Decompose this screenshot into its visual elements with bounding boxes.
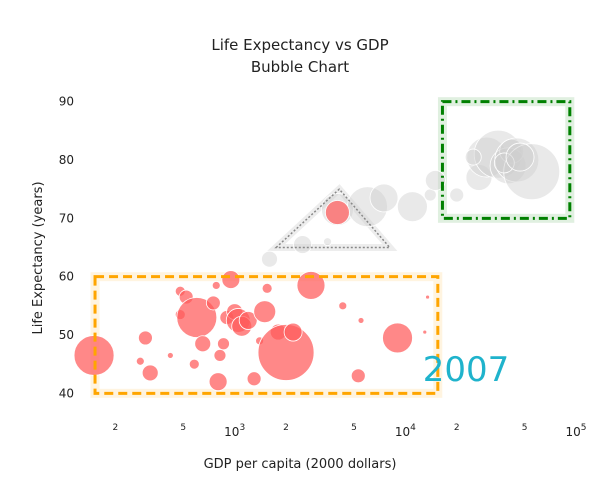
highlight-bubbles	[73, 200, 430, 392]
region-outline-0	[93, 275, 440, 395]
y-tick-label-70: 70	[59, 211, 74, 225]
highlight-bubble-12	[211, 281, 221, 290]
highlight-bubble-32	[350, 368, 366, 384]
highlight-bubble-35	[425, 294, 430, 300]
x-major-tick-label-0: 103	[224, 423, 245, 439]
faded-bubble-17	[464, 148, 482, 166]
highlight-bubble-8	[176, 297, 218, 338]
x-minor-tick-label-0: 2	[113, 423, 119, 433]
highlight-bubble-15	[217, 337, 230, 351]
highlight-bubble-11	[205, 295, 221, 311]
highlight-bubble-21	[238, 311, 258, 330]
highlight-bubble-10	[188, 358, 200, 370]
year-annotation: 2007	[423, 350, 510, 390]
x-major-tick-label-1: 104	[395, 423, 416, 439]
y-tick-label-50: 50	[59, 328, 74, 342]
faded-bubbles	[261, 129, 561, 268]
faded-bubble-9	[449, 187, 465, 203]
x-minor-tick-label-4: 2	[454, 423, 460, 433]
faded-bubble-1	[293, 235, 312, 254]
highlight-bubble-2	[141, 364, 159, 382]
faded-bubble-19	[505, 142, 535, 172]
y-axis-title: Life Expectancy (years)	[31, 181, 46, 334]
region-outline-1	[440, 100, 572, 220]
highlight-bubble-13	[208, 372, 228, 392]
faded-bubble-5	[369, 183, 399, 213]
chart-subtitle: Bubble Chart	[251, 58, 349, 76]
highlight-bubble-22	[246, 371, 262, 387]
x-major-tick-label-2: 105	[565, 423, 586, 439]
x-axis-title: GDP per capita (2000 dollars)	[204, 457, 397, 472]
highlight-bubble-27	[257, 324, 315, 381]
faded-bubble-18	[493, 152, 515, 174]
highlight-bubble-14	[213, 349, 227, 362]
faded-bubble-2	[323, 237, 332, 247]
highlight-bubble-36	[325, 200, 350, 225]
x-tick-base: 10	[395, 425, 410, 439]
highlight-bubble-1	[138, 330, 153, 346]
x-minor-tick-label-2: 2	[283, 423, 289, 433]
highlight-bubble-28	[283, 322, 303, 342]
chart-title: Life Expectancy vs GDP	[211, 36, 388, 54]
x-tick-base: 10	[224, 425, 239, 439]
faded-bubble-6	[396, 191, 428, 223]
x-tick-exponent: 3	[239, 423, 245, 433]
highlight-bubble-9	[194, 335, 212, 353]
highlight-bubble-3	[135, 356, 145, 366]
faded-bubble-11	[466, 136, 508, 178]
x-minor-tick-label-3: 5	[351, 423, 357, 433]
highlight-bubble-33	[382, 322, 413, 354]
faded-bubble-13	[489, 147, 527, 185]
y-tick-label-40: 40	[59, 386, 74, 400]
y-tick-label-60: 60	[59, 270, 74, 284]
y-tick-label-80: 80	[59, 153, 74, 167]
highlight-bubble-31	[357, 317, 365, 324]
highlight-bubble-29	[296, 271, 326, 300]
highlight-bubble-24	[253, 300, 277, 324]
faded-bubble-0	[261, 250, 278, 268]
x-tick-exponent: 5	[581, 423, 587, 433]
faded-bubble-16	[503, 143, 561, 201]
highlight-bubble-4	[166, 352, 174, 359]
x-minor-tick-label-1: 5	[180, 423, 186, 433]
highlight-bubble-30	[338, 301, 348, 311]
y-axis-ticks: 40 50 60 70 80 90	[59, 95, 74, 401]
highlight-region-outlines	[93, 100, 572, 395]
y-tick-label-90: 90	[59, 95, 74, 109]
x-minor-tick-label-5: 5	[522, 423, 528, 433]
highlight-bubble-25	[261, 282, 273, 294]
faded-bubble-8	[424, 170, 446, 191]
x-tick-base: 10	[565, 425, 580, 439]
highlight-bubble-34	[422, 329, 428, 335]
highlight-bubble-17	[221, 270, 241, 289]
x-tick-exponent: 4	[410, 423, 416, 433]
region-outline-2	[274, 188, 392, 249]
faded-bubble-7	[423, 188, 437, 202]
